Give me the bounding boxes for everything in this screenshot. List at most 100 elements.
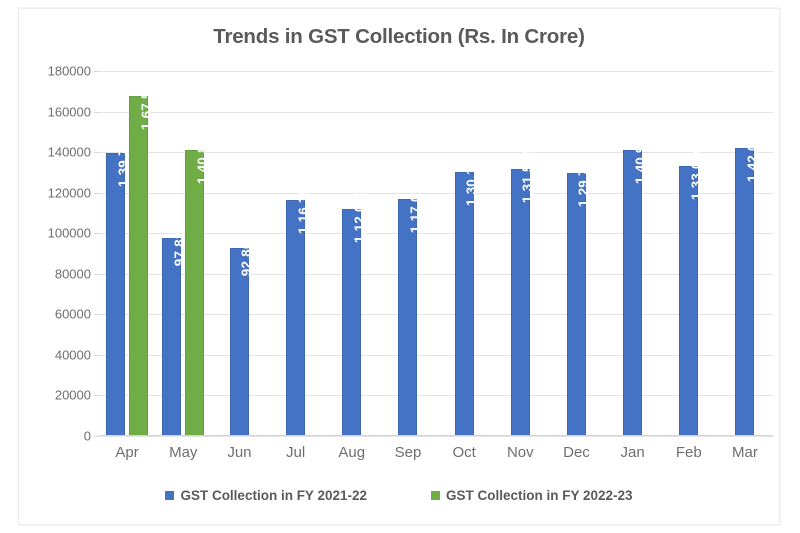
bar[interactable]: 97,821 xyxy=(162,223,187,436)
bar-group: 1,39,708 1,67,540 xyxy=(99,71,155,436)
y-axis-tick xyxy=(94,314,99,316)
gridline xyxy=(99,111,773,113)
x-axis-tick-label: Oct xyxy=(452,444,476,461)
bar-value-label: 1,31,526 xyxy=(520,149,536,204)
y-axis-tick-label: 0 xyxy=(83,428,91,444)
x-axis-tick-labels: Apr May Jun Jul Aug Sep Oct Nov Dec Jan Feb Mar xyxy=(99,444,773,461)
y-axis-tick-label: 180000 xyxy=(47,63,91,79)
legend-label: GST Collection in FY 2021-22 xyxy=(180,488,367,503)
gridline xyxy=(99,273,773,275)
bar-group: 1,12,020 xyxy=(324,71,380,436)
y-axis-tick xyxy=(94,152,99,154)
bar[interactable]: 1,42,095 xyxy=(735,128,760,436)
x-axis-tick-label: Jun xyxy=(227,444,252,461)
bar-group: 1,16,393 xyxy=(268,71,324,436)
bar-group: 1,40,986 xyxy=(605,71,661,436)
bar-value-label: 1,40,986 xyxy=(632,130,648,185)
bar-value-label: 1,33,026 xyxy=(688,146,704,201)
y-axis-tick-label: 60000 xyxy=(54,306,91,322)
bar-value-label: 1,30,127 xyxy=(464,152,480,207)
y-axis-tick-label: 140000 xyxy=(47,144,91,160)
bar-series-group: 1,39,708 1,67,540 97,821 1,40,885 92,800 1,16… xyxy=(99,71,773,436)
bar-group: 92,800 xyxy=(211,71,267,436)
bar[interactable]: 1,31,526 xyxy=(510,149,535,436)
gridline xyxy=(99,233,773,235)
legend-label: GST Collection in FY 2022-23 xyxy=(446,488,633,503)
legend-swatch-icon xyxy=(165,491,175,500)
x-axis-tick-label: Jul xyxy=(286,444,306,461)
x-axis-tick-label: May xyxy=(169,444,198,461)
y-axis-tick-label: 160000 xyxy=(47,104,91,120)
y-axis-tick-label: 40000 xyxy=(54,347,91,363)
bar[interactable]: 1,39,708 xyxy=(106,133,131,436)
x-axis-tick-label: Jan xyxy=(620,444,645,461)
bar-category: 1,33,026 xyxy=(661,71,717,436)
bar-value-label: 1,17,010 xyxy=(407,178,423,233)
x-axis-tick-label: Aug xyxy=(338,444,366,461)
bar-group: 1,30,127 xyxy=(436,71,492,436)
gridline xyxy=(99,436,773,437)
y-axis-tick-label: 20000 xyxy=(54,387,91,403)
gridline xyxy=(99,395,773,397)
y-axis-tick-label: 100000 xyxy=(47,225,91,241)
y-axis-tick-label: 120000 xyxy=(47,185,91,201)
y-axis-tick xyxy=(94,192,99,194)
x-axis-tick-label: Mar xyxy=(732,444,758,461)
bar-category: 1,40,986 xyxy=(605,71,661,436)
bar[interactable]: 1,16,393 xyxy=(286,180,311,436)
bar[interactable]: 1,12,020 xyxy=(342,189,367,436)
y-axis-tick xyxy=(94,111,99,113)
bar[interactable]: 1,40,885 xyxy=(185,130,210,436)
y-axis-tick xyxy=(94,436,99,437)
gridline xyxy=(99,152,773,154)
bar-group: 1,42,095 xyxy=(717,71,773,436)
legend-swatch-icon xyxy=(431,491,440,500)
bar[interactable]: 1,30,127 xyxy=(454,152,479,436)
bar-value-label: 1,42,095 xyxy=(744,127,760,182)
bar[interactable]: 1,67,540 xyxy=(129,76,154,436)
bar-category: 1,16,393 xyxy=(268,71,324,436)
y-axis-tick xyxy=(94,71,99,72)
bar-category: 92,800 xyxy=(211,71,267,436)
x-axis-tick-label: Sep xyxy=(394,444,422,461)
x-axis-tick-label: Nov xyxy=(506,444,534,461)
bar-category: 1,29,780 xyxy=(548,71,604,436)
x-axis-line xyxy=(99,435,773,436)
plot-area: 180000 160000 140000 120000 100000 80000 60000… xyxy=(48,64,773,444)
y-axis-tick xyxy=(94,354,99,356)
bar-category: 1,30,127 xyxy=(436,71,492,436)
gridline xyxy=(99,314,773,316)
bar-value-label: 1,12,020 xyxy=(351,188,367,243)
chart-container: Trends in GST Collection (Rs. In Crore) … xyxy=(18,8,780,525)
bar[interactable]: 1,17,010 xyxy=(398,179,423,436)
bar-group: 97,821 1,40,885 xyxy=(155,71,211,436)
y-axis-tick xyxy=(94,233,99,235)
x-axis-tick-label: Apr xyxy=(115,444,139,461)
bar-group: 1,17,010 xyxy=(380,71,436,436)
bar-category: 1,42,095 xyxy=(717,71,773,436)
bar-value-label: 1,29,780 xyxy=(576,152,592,207)
bar-group: 1,31,526 xyxy=(492,71,548,436)
gridline xyxy=(99,192,773,194)
chart-title: Trends in GST Collection (Rs. In Crore) xyxy=(213,25,585,48)
bar-group: 1,33,026 xyxy=(661,71,717,436)
bar-category: 97,821 1,40,885 xyxy=(155,71,211,436)
bar[interactable]: 1,33,026 xyxy=(679,146,704,436)
bar-category: 1,39,708 1,67,540 xyxy=(99,71,155,436)
bar[interactable]: 1,29,780 xyxy=(566,153,591,436)
legend-item[interactable]: GST Collection in FY 2021-22 xyxy=(165,488,367,503)
bar-value-label: 1,16,393 xyxy=(295,179,311,235)
bar[interactable]: 1,40,986 xyxy=(623,130,648,436)
bar-value-label: 1,40,885 xyxy=(194,130,210,185)
bar-category: 1,31,526 xyxy=(492,71,548,436)
x-axis-tick-label: Feb xyxy=(675,444,702,461)
x-axis-tick-label: Dec xyxy=(563,444,590,461)
bar[interactable]: 92,800 xyxy=(229,234,254,436)
gridline xyxy=(99,354,773,356)
gridline xyxy=(99,71,773,72)
chart-legend: GST Collection in FY 2021-22 GST Collecti… xyxy=(19,488,779,503)
bar-category: 1,12,020 xyxy=(324,71,380,436)
bar-value-label: 92,800 xyxy=(239,233,255,277)
legend-item[interactable]: GST Collection in FY 2022-23 xyxy=(431,488,633,503)
y-axis-tick xyxy=(94,273,99,275)
